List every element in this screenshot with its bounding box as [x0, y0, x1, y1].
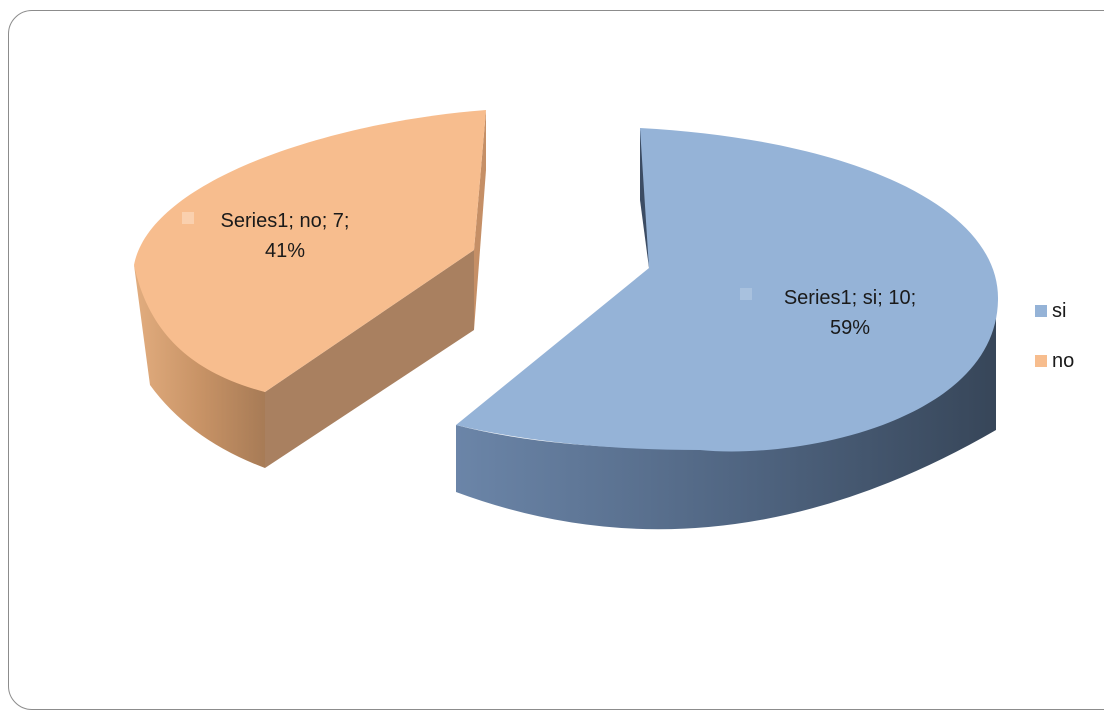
legend-label-si: si — [1052, 300, 1067, 322]
label-marker-si — [740, 288, 752, 300]
pie-slice-no-side-outer — [134, 265, 265, 468]
data-label-si-line1: Series1; si; 10; — [783, 287, 917, 309]
legend-swatch-si — [1035, 305, 1047, 317]
pie-slice-si-top — [456, 128, 999, 452]
legend-swatch-no — [1035, 355, 1047, 367]
pie-slice-si-side — [456, 305, 996, 530]
data-label-no-line1: Series1; no; 7; — [220, 210, 350, 232]
legend-label-no: no — [1052, 350, 1075, 372]
pie-slice-no-wall — [474, 110, 486, 330]
data-label-si-line2: 59% — [829, 317, 871, 339]
label-marker-no — [182, 212, 194, 224]
data-label-no-line2: 41% — [264, 240, 306, 262]
pie-slice-no-side-inner — [265, 250, 474, 468]
legend: si no — [1035, 300, 1104, 400]
pie-slice-no — [134, 110, 486, 468]
legend-item-si: si — [1035, 300, 1104, 322]
data-label-no: Series1; no; 7; 41% — [200, 206, 370, 266]
data-label-si: Series1; si; 10; 59% — [755, 283, 945, 343]
pie-slice-si — [456, 128, 999, 530]
pie-slice-no-top — [134, 110, 486, 392]
legend-item-no: no — [1035, 350, 1104, 372]
pie-chart — [134, 110, 999, 530]
